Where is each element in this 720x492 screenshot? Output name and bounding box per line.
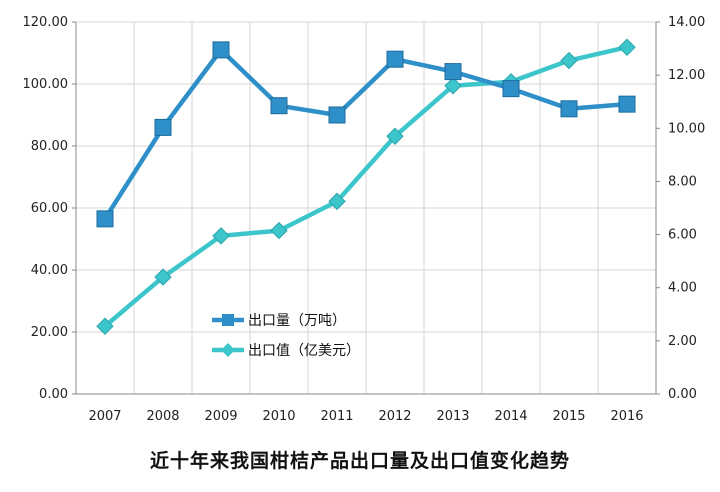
data-point-square	[212, 41, 230, 59]
data-point-diamond	[618, 38, 636, 56]
data-series	[96, 38, 636, 335]
series-line	[103, 45, 628, 328]
x-tick-label: 2012	[378, 409, 411, 424]
x-tick-label: 2014	[494, 409, 527, 424]
data-point-square	[154, 118, 172, 136]
x-tick-label: 2016	[610, 409, 643, 424]
data-point-diamond	[560, 51, 578, 70]
data-point-diamond	[328, 192, 346, 211]
x-tick-label: 2007	[88, 409, 121, 424]
x-tick-label: 2009	[204, 409, 237, 424]
legend: 出口量（万吨） 出口值（亿美元）	[212, 313, 360, 359]
data-point-square	[560, 100, 578, 118]
y-left-tick-label: 80.00	[31, 139, 68, 154]
data-point-square	[502, 80, 520, 98]
data-point-diamond	[154, 268, 172, 286]
series-line	[103, 47, 628, 221]
y-right-tick-label: 12.00	[668, 68, 705, 83]
data-point-square	[386, 50, 404, 68]
legend-item-1: 出口值（亿美元）	[212, 343, 360, 359]
legend-label: 出口量（万吨）	[248, 313, 346, 329]
y-right-tick-label: 10.00	[668, 121, 705, 136]
data-point-square	[270, 97, 288, 115]
y-left-tick-label: 120.00	[23, 15, 69, 30]
series-1	[96, 38, 636, 335]
y-right-tick-label: 0.00	[668, 387, 697, 402]
grid-lines	[76, 21, 656, 394]
y-left-tick-label: 0.00	[39, 387, 68, 402]
data-point-diamond	[212, 227, 230, 245]
data-point-diamond	[270, 221, 288, 240]
legend-label: 出口值（亿美元）	[248, 343, 360, 359]
data-point-square	[444, 63, 462, 81]
y-left-tick-label: 40.00	[31, 263, 68, 278]
data-point-diamond	[444, 77, 462, 95]
y-left-tick-label: 60.00	[31, 201, 68, 216]
legend-item-0: 出口量（万吨）	[212, 313, 346, 329]
x-tick-label: 2015	[552, 409, 585, 424]
legend-marker-diamond	[221, 343, 235, 357]
tick-labels: 0.00 20.00 40.00 60.00 80.00 100.00 120.00 0.00…	[23, 15, 706, 424]
chart-title: 近十年来我国柑桔产品出口量及出口值变化趋势	[149, 450, 570, 472]
x-tick-label: 2011	[320, 409, 353, 424]
y-right-tick-label: 6.00	[668, 228, 697, 243]
x-tick-label: 2008	[146, 409, 179, 424]
data-point-diamond	[96, 317, 114, 335]
y-right-tick-label: 4.00	[668, 281, 697, 296]
y-right-tick-label: 8.00	[668, 174, 697, 189]
data-point-diamond	[386, 127, 404, 145]
axes	[72, 21, 660, 395]
y-right-tick-label: 14.00	[668, 15, 705, 30]
y-left-tick-label: 20.00	[31, 325, 68, 340]
data-point-square	[328, 106, 346, 124]
data-point-square	[96, 210, 114, 228]
y-left-tick-label: 100.00	[23, 77, 69, 92]
data-point-square	[618, 95, 636, 113]
x-tick-label: 2013	[436, 409, 469, 424]
x-tick-label: 2010	[262, 409, 295, 424]
legend-marker-square	[222, 314, 234, 326]
series-0	[96, 41, 636, 228]
y-right-tick-label: 2.00	[668, 334, 697, 349]
